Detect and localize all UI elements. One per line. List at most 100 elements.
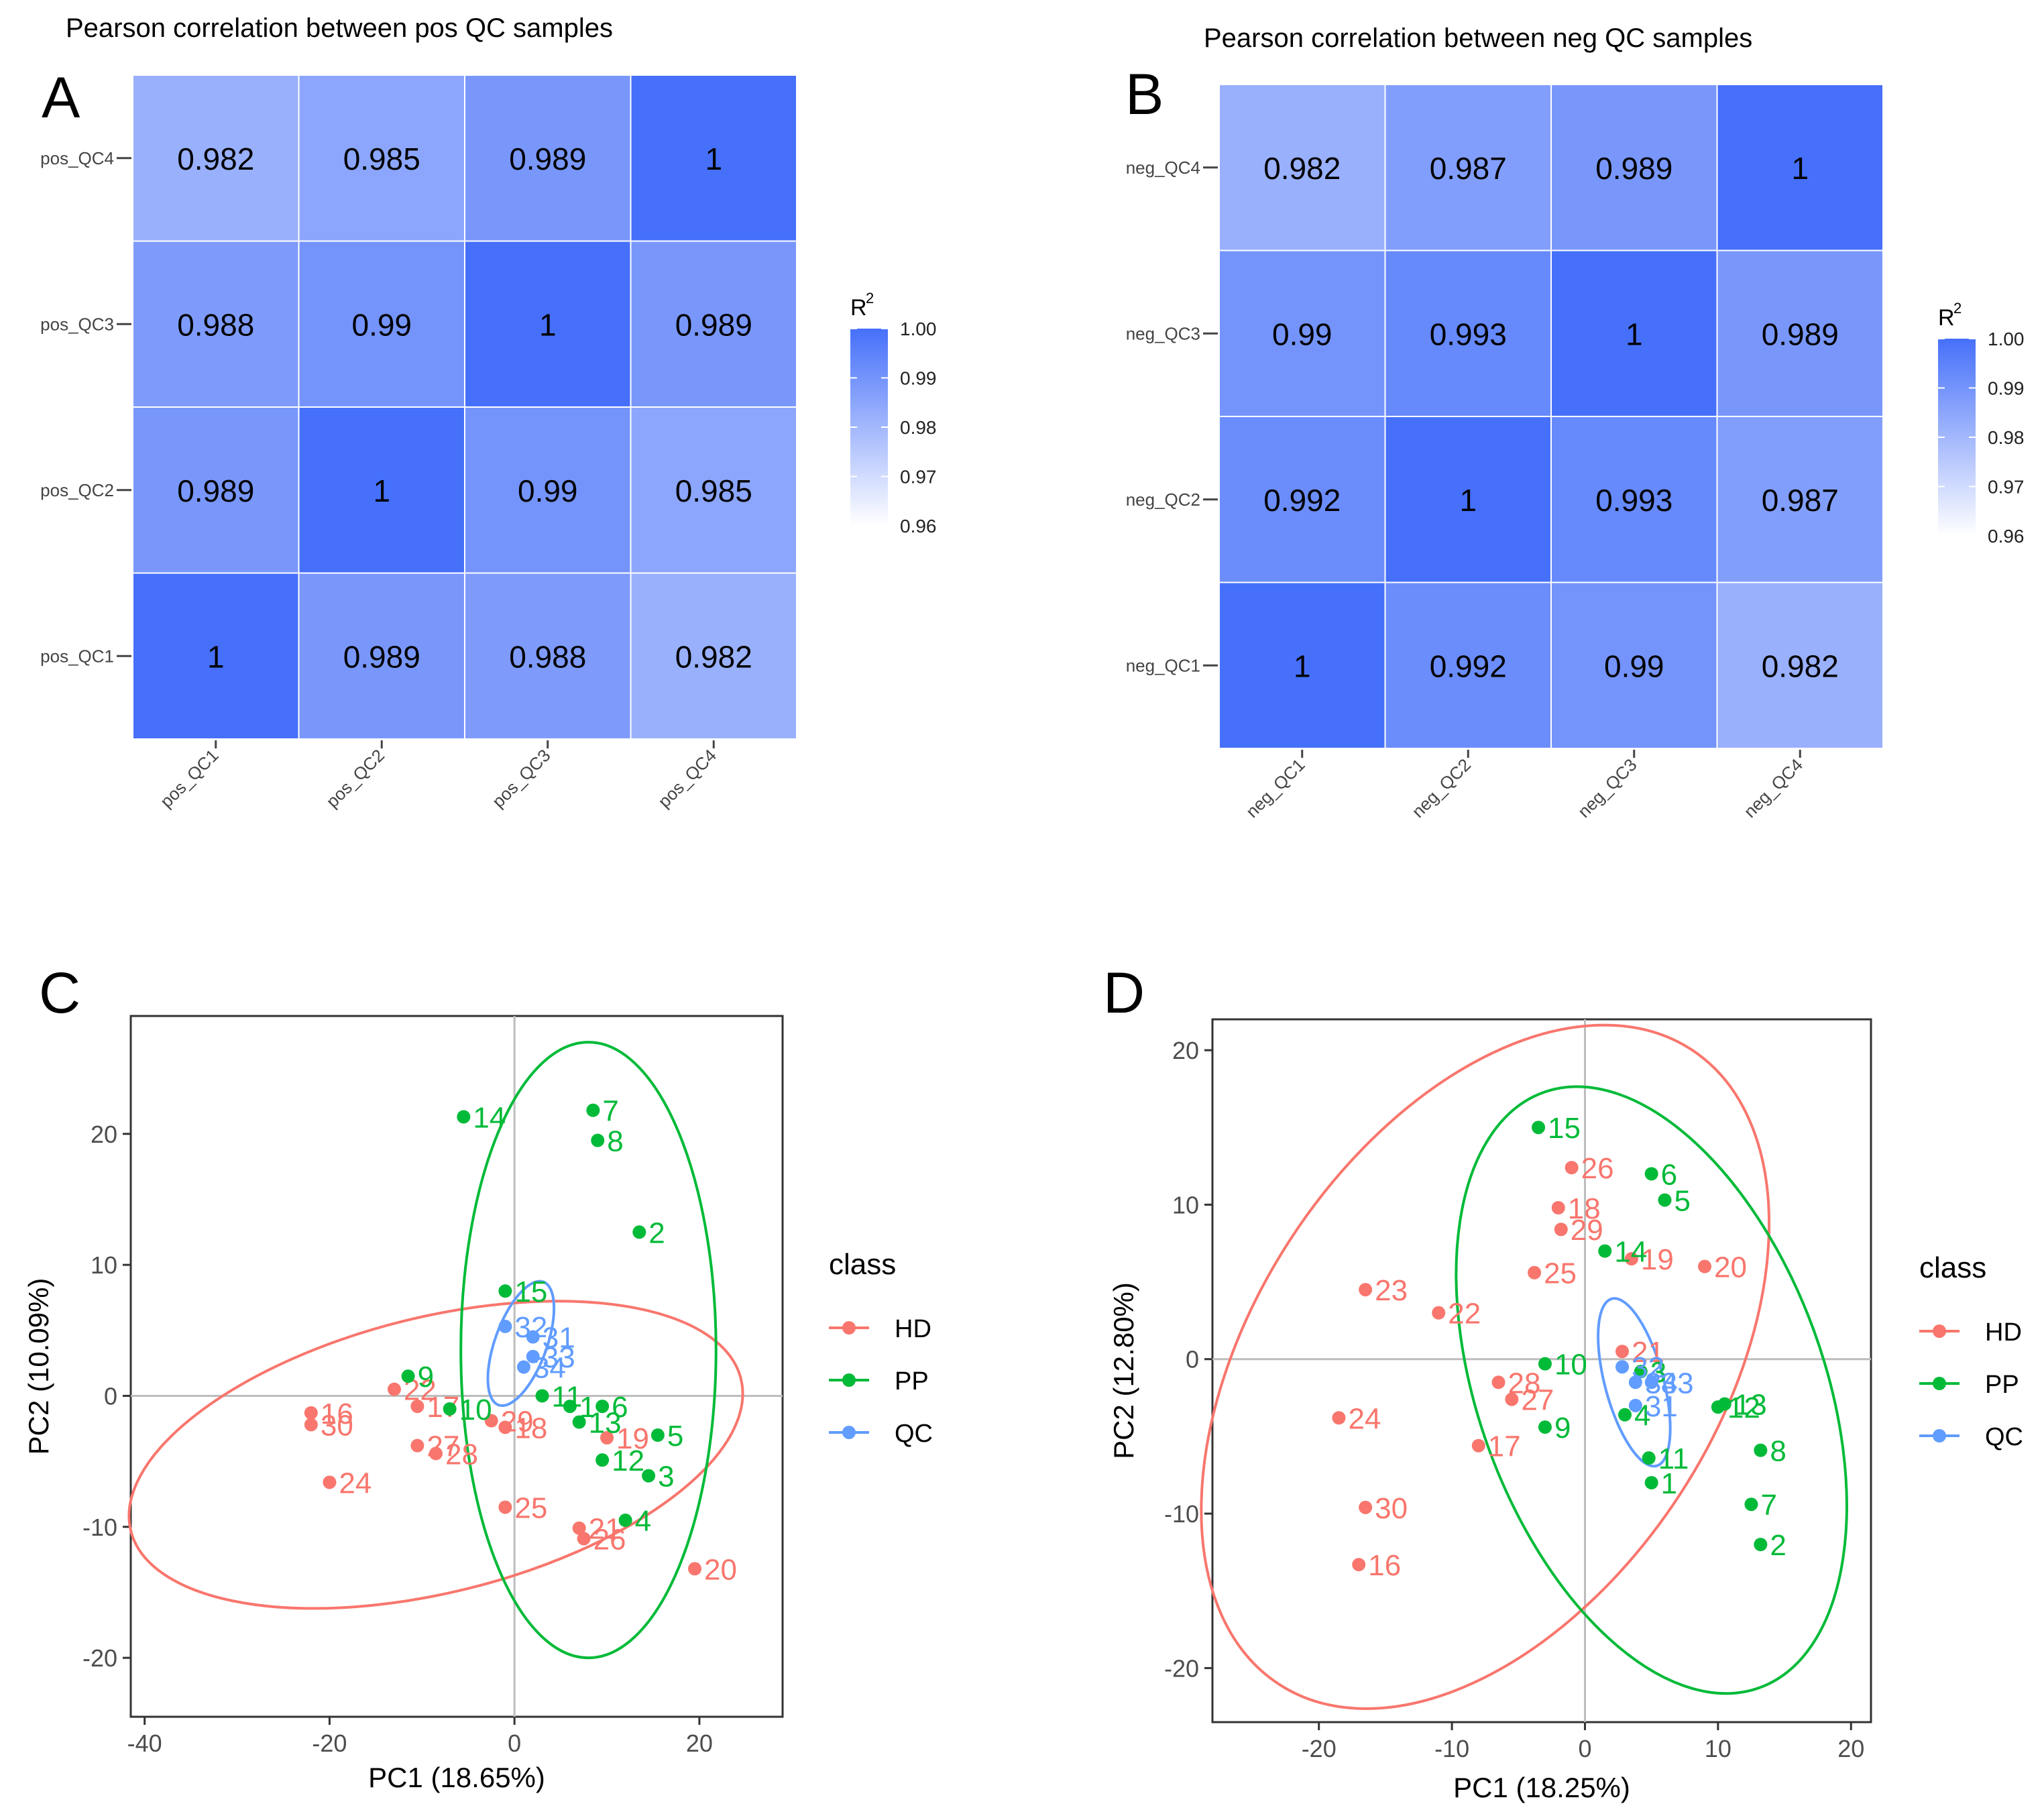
data-point-pp <box>642 1469 656 1483</box>
point-label: 5 <box>1674 1184 1691 1217</box>
data-point-hd <box>1352 1558 1366 1572</box>
panel-letter: B <box>1125 62 1163 127</box>
heatmap-cell <box>1218 84 1386 251</box>
cell-value-label: 0.982 <box>675 639 752 674</box>
data-point-hd <box>1471 1438 1485 1453</box>
legend-key-dot <box>842 1373 856 1387</box>
legend-tick-label: 0.97 <box>1988 477 2025 498</box>
cell-value-label: 0.989 <box>1595 151 1672 186</box>
point-label: 5 <box>667 1420 683 1453</box>
point-label: 27 <box>1521 1384 1554 1417</box>
heatmap-cell <box>132 572 300 740</box>
heatmap-cell <box>298 572 465 740</box>
point-label: 20 <box>704 1553 737 1586</box>
cell-value-label: 0.989 <box>509 141 586 176</box>
x-tick-label: -20 <box>312 1730 347 1757</box>
data-point-pp <box>1634 1365 1648 1379</box>
legend-tick-label: 0.98 <box>1988 427 2025 448</box>
col-tick-label: neg_QC4 <box>1740 754 1807 822</box>
point-label: 21 <box>589 1513 622 1546</box>
cell-value-label: 0.988 <box>509 639 586 674</box>
point-label: 24 <box>1348 1402 1381 1435</box>
cell-value-label: 0.99 <box>351 307 412 342</box>
point-label: 25 <box>1544 1257 1577 1290</box>
data-point-hd <box>1505 1392 1519 1406</box>
data-point-pp <box>595 1400 610 1414</box>
data-point-pp <box>535 1389 549 1403</box>
heatmap-cell <box>1384 416 1552 583</box>
cell-value-label: 1 <box>1294 648 1311 683</box>
legend-tick-label: 1.00 <box>900 319 937 339</box>
x-tick-label: 10 <box>1705 1735 1731 1762</box>
cell-value-label: 0.989 <box>1762 317 1839 351</box>
data-point-pp <box>498 1284 512 1298</box>
heatmap-cell <box>1384 249 1552 417</box>
data-point-pp <box>618 1514 632 1528</box>
heatmap-cell <box>1716 84 1884 251</box>
heatmap-cell <box>298 406 465 574</box>
heatmap-cell <box>298 240 465 408</box>
data-point-hd <box>323 1475 337 1489</box>
point-label: 12 <box>612 1445 644 1477</box>
col-tick-label: neg_QC3 <box>1574 754 1641 822</box>
heatmap-cell <box>132 240 300 408</box>
data-point-hd <box>1491 1375 1506 1390</box>
y-tick-label: -10 <box>1164 1500 1199 1528</box>
data-point-hd <box>1624 1252 1638 1266</box>
point-label: 31 <box>1645 1390 1678 1423</box>
data-point-hd <box>688 1562 702 1576</box>
legend-tick-label: 0.97 <box>900 467 937 488</box>
data-point-hd <box>410 1400 424 1414</box>
data-point-pp <box>1717 1397 1731 1411</box>
y-tick-label: -10 <box>82 1514 117 1541</box>
point-label: 26 <box>1581 1152 1614 1185</box>
point-label: 30 <box>321 1409 353 1442</box>
cell-value-label: 0.988 <box>177 307 254 342</box>
point-label: 2 <box>648 1216 665 1249</box>
data-point-pp <box>1617 1408 1632 1422</box>
data-point-hd <box>484 1414 498 1428</box>
point-label: 11 <box>1658 1442 1689 1475</box>
legend-title: class <box>829 1248 896 1281</box>
y-tick-label: 10 <box>1172 1191 1199 1219</box>
cell-value-label: 0.982 <box>1762 648 1839 683</box>
data-point-pp <box>1644 1167 1658 1181</box>
row-tick-label: neg_QC4 <box>1126 158 1200 178</box>
point-label: 2 <box>1770 1529 1786 1562</box>
point-label: 16 <box>1368 1549 1401 1582</box>
data-point-hd <box>387 1382 401 1396</box>
heatmap-cell <box>630 406 797 574</box>
data-point-hd <box>304 1418 318 1432</box>
legend-label: QC <box>895 1420 933 1448</box>
point-label: 14 <box>473 1101 506 1134</box>
data-point-qc <box>1628 1398 1642 1412</box>
col-tick-label: pos_QC2 <box>322 745 388 811</box>
pca-panel-c: C -40 -20 0 20 -20 -10 0 10 20 PC1 (18.65%) PC2 (10… <box>23 961 933 1793</box>
data-point-hd <box>429 1447 443 1461</box>
data-point-pp <box>1744 1497 1758 1512</box>
data-point-pp <box>572 1415 586 1429</box>
point-label: 33 <box>1661 1367 1694 1400</box>
point-label: 10 <box>459 1394 492 1426</box>
point-label: 15 <box>514 1276 547 1308</box>
cell-value-label: 0.987 <box>1762 483 1839 518</box>
point-label: 29 <box>1571 1214 1603 1247</box>
point-label: 20 <box>1714 1251 1747 1284</box>
legend-key-dot <box>1933 1324 1946 1338</box>
data-point-pp <box>563 1400 577 1414</box>
heatmap-cell <box>630 74 797 242</box>
point-label: 4 <box>635 1505 651 1538</box>
point-label: 8 <box>1770 1435 1786 1468</box>
heatmap-cell <box>1218 581 1386 749</box>
point-label: 10 <box>1554 1349 1587 1381</box>
data-point-pp <box>1754 1443 1768 1457</box>
data-point-qc <box>526 1330 540 1344</box>
row-tick-label: pos_QC2 <box>40 480 114 500</box>
point-label: 14 <box>1614 1235 1647 1268</box>
heatmap-cell <box>1384 84 1552 251</box>
heatmap-cell <box>1550 581 1718 749</box>
point-label: 16 <box>321 1398 353 1430</box>
legend-label: PP <box>895 1367 929 1396</box>
point-label: 28 <box>445 1438 478 1471</box>
point-label: 15 <box>1548 1112 1581 1145</box>
